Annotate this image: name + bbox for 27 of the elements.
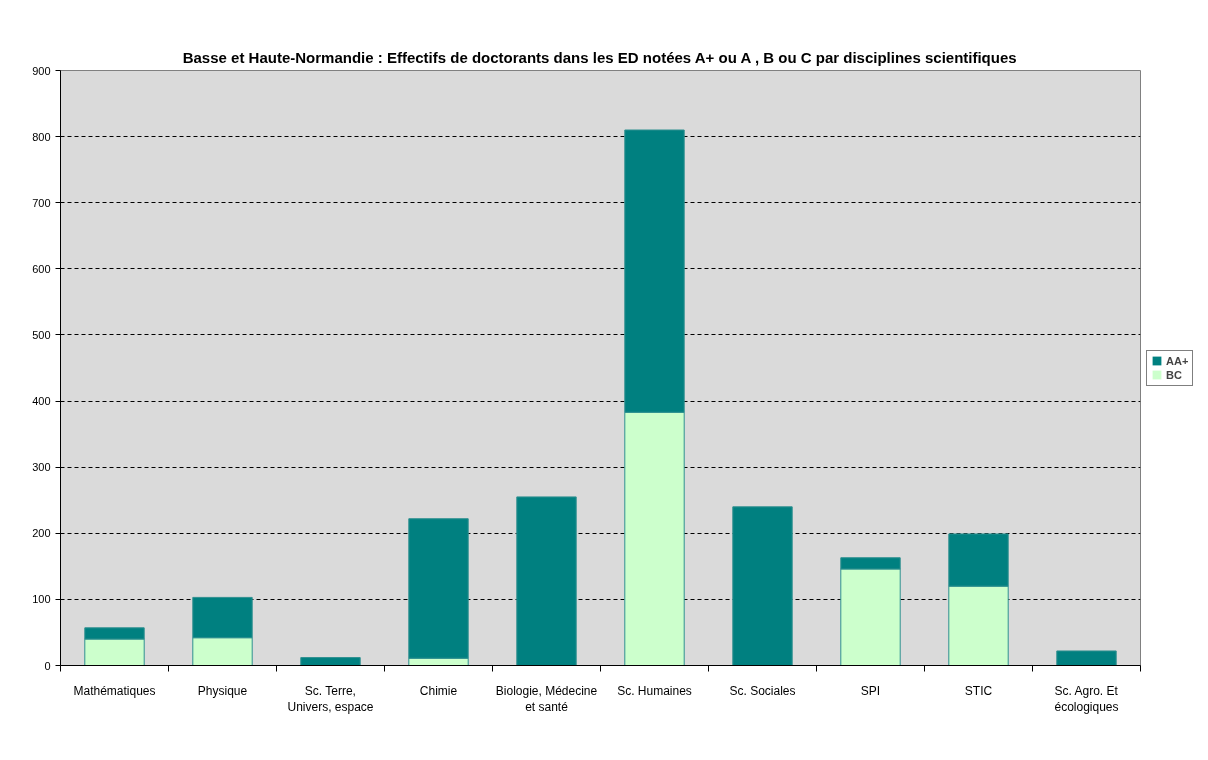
- bar: [516, 496, 577, 666]
- y-tick-label: 400: [32, 395, 51, 408]
- x-tick-label: Biologie, Médecine et santé: [495, 683, 598, 715]
- y-tick-label: 300: [32, 461, 51, 474]
- bar: [1056, 650, 1117, 666]
- chart-title: Basse et Haute-Normandie : Effectifs de doctorants dans les ED notées A+ ou A , B ou C par disciplines scientifiques: [182, 48, 1017, 66]
- x-tick-label: Mathématiques: [73, 683, 156, 698]
- y-tick-label: 800: [32, 130, 51, 143]
- bar: [732, 506, 793, 666]
- x-tick-label: Sc. Sociales: [729, 683, 796, 698]
- y-tick-label: 900: [32, 64, 51, 77]
- x-tick-label: Sc. Terre, Univers, espace: [287, 683, 374, 715]
- y-tick-label: 600: [32, 262, 51, 275]
- x-tick-label: STIC: [964, 683, 993, 698]
- y-tick-label: 700: [32, 196, 51, 209]
- x-tick-label: Physique: [197, 683, 248, 698]
- legend-label: BC: [1166, 368, 1183, 381]
- legend-label: AA+: [1166, 354, 1189, 367]
- y-tick-label: 200: [32, 527, 51, 540]
- y-tick-label: 100: [32, 593, 51, 606]
- x-tick-label: SPI: [860, 683, 881, 698]
- x-tick-label: Sc. Humaines: [617, 683, 692, 698]
- y-tick-label: 0: [44, 659, 51, 672]
- bar: [300, 657, 361, 666]
- x-tick-label: Sc. Agro. Et écologiques: [1054, 683, 1119, 715]
- x-tick-label: Chimie: [419, 683, 458, 698]
- y-tick-label: 500: [32, 328, 51, 341]
